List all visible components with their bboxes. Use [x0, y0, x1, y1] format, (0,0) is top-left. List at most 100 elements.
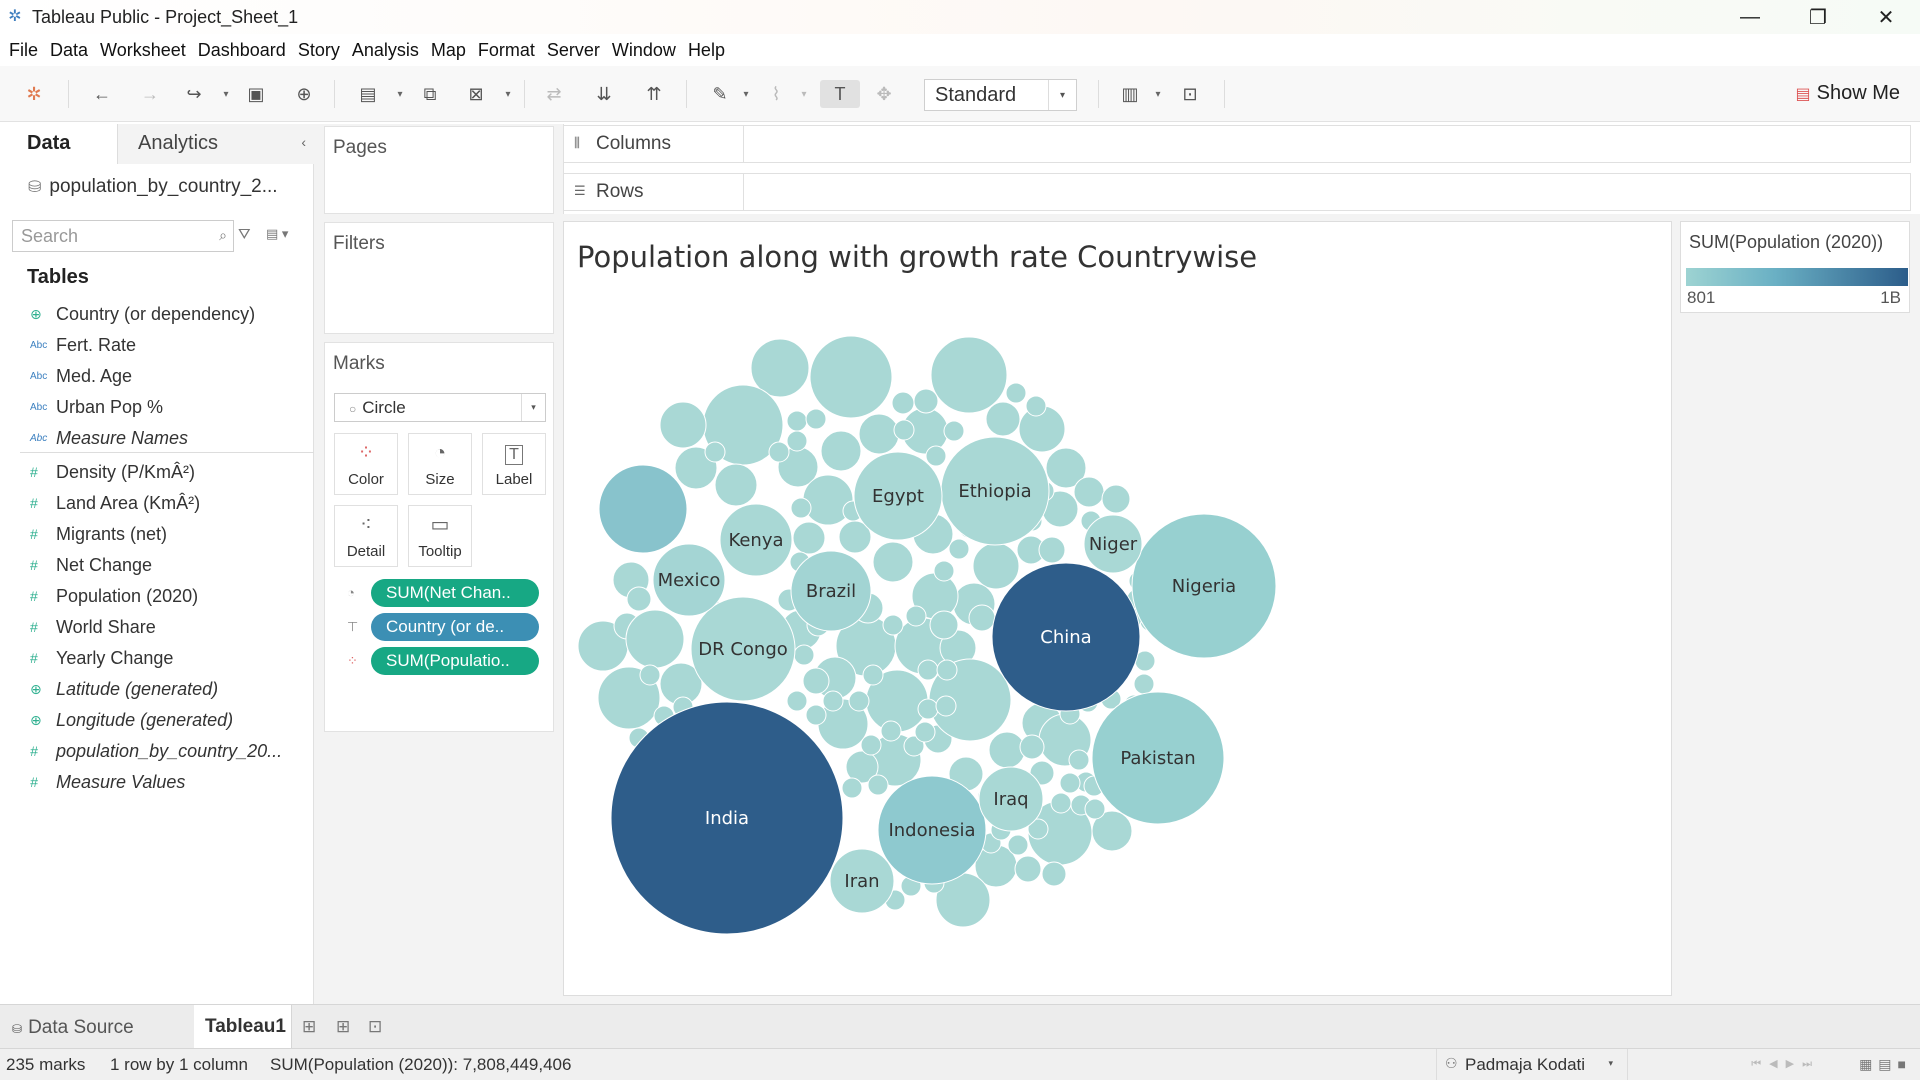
bubble-mark[interactable]	[858, 413, 900, 455]
bubble-mark[interactable]	[913, 388, 939, 414]
color-button[interactable]: ⁘ Color	[334, 433, 398, 495]
bubble-mark[interactable]	[820, 430, 862, 472]
bubble-mark[interactable]	[805, 704, 827, 726]
show-me-button[interactable]: ▤ Show Me	[1796, 82, 1901, 105]
bubble-mark[interactable]	[786, 430, 808, 452]
detail-button[interactable]: ⁖ Detail	[334, 505, 398, 567]
bubble-mark[interactable]	[929, 610, 959, 640]
new-dashboard-icon[interactable]: ⊞	[336, 1017, 351, 1036]
highlight-icon[interactable]: ✎	[712, 83, 728, 104]
bubble-mark-mexico[interactable]	[652, 543, 726, 617]
bubble-mark[interactable]	[768, 441, 790, 463]
field-item[interactable]: # population_by_country_20...	[30, 739, 282, 763]
bubble-mark[interactable]	[1007, 834, 1029, 856]
bubble-mark[interactable]	[809, 335, 893, 419]
sheet-tab[interactable]: Tableau1	[194, 1005, 292, 1049]
close-button[interactable]: ✕	[1877, 6, 1895, 29]
bubble-mark[interactable]	[917, 698, 939, 720]
tab-analytics[interactable]: Analytics	[118, 124, 314, 164]
chevron-down-icon[interactable]: ▾	[801, 88, 807, 100]
label-pill[interactable]: Country (or de..	[371, 613, 539, 641]
fit-dropdown[interactable]: Standard ▾	[924, 79, 1077, 111]
sort-descending-icon[interactable]: ⇈	[646, 83, 662, 104]
menu-dashboard[interactable]: Dashboard	[197, 39, 286, 60]
bubble-mark[interactable]	[805, 408, 827, 430]
bubble-mark[interactable]	[891, 391, 915, 415]
bubble-mark[interactable]	[882, 614, 904, 636]
menu-analysis[interactable]: Analysis	[351, 39, 419, 60]
bubble-mark[interactable]	[841, 777, 863, 799]
bubble-mark[interactable]	[1133, 673, 1155, 695]
bubble-mark[interactable]	[1045, 447, 1087, 489]
bubble-mark-egypt[interactable]	[853, 451, 943, 541]
field-item[interactable]: # Land Area (KmÂ²)	[30, 491, 200, 515]
collapse-pane-icon[interactable]: ‹	[301, 134, 306, 150]
new-story-icon[interactable]: ⊡	[368, 1017, 383, 1036]
bubble-mark[interactable]	[626, 586, 652, 612]
sheet-navigation-icon[interactable]: ⏮◀▶⏭	[1751, 1058, 1820, 1070]
field-item[interactable]: # Density (P/KmÂ²)	[30, 460, 195, 484]
bubble-mark-brazil[interactable]	[790, 550, 872, 632]
new-data-source-icon[interactable]: ⊕	[296, 83, 312, 104]
bubble-mark-nigeria[interactable]	[1131, 513, 1277, 659]
rows-shelf[interactable]: ☰ Rows	[563, 173, 1911, 211]
bubble-mark-kenya[interactable]	[719, 503, 793, 577]
bubble-mark[interactable]	[786, 410, 808, 432]
bubble-mark[interactable]	[1068, 749, 1090, 771]
new-worksheet-icon[interactable]: ▤	[359, 83, 377, 104]
bubble-mark[interactable]	[917, 659, 939, 681]
bubble-mark[interactable]	[860, 734, 882, 756]
bubble-mark[interactable]	[659, 401, 707, 449]
minimize-button[interactable]: —	[1740, 5, 1760, 28]
tooltip-button[interactable]: ▭ Tooltip	[408, 505, 472, 567]
bubble-mark[interactable]	[598, 464, 688, 554]
bubble-mark-niger[interactable]	[1083, 514, 1143, 574]
undo-icon[interactable]: ←	[93, 83, 111, 104]
columns-shelf[interactable]: ⫼ Columns	[563, 125, 1911, 163]
bubble-mark[interactable]	[936, 659, 958, 681]
bubble-mark[interactable]	[793, 644, 815, 666]
bubble-mark[interactable]	[872, 541, 914, 583]
field-item[interactable]: Abc Urban Pop %	[30, 395, 163, 419]
bubble-mark[interactable]	[925, 445, 947, 467]
chevron-down-icon[interactable]: ▾	[397, 88, 403, 100]
bubble-mark[interactable]	[880, 720, 902, 742]
bubble-mark-dr-congo[interactable]	[690, 596, 796, 702]
menu-worksheet[interactable]: Worksheet	[100, 39, 186, 60]
bubble-mark[interactable]	[1019, 734, 1045, 760]
field-item[interactable]: Abc Fert. Rate	[30, 333, 136, 357]
restore-button[interactable]: ❐	[1809, 6, 1827, 29]
bubble-mark[interactable]	[822, 690, 844, 712]
view-toggle-icon[interactable]: ▦▤■	[1859, 1056, 1912, 1072]
field-item[interactable]: Abc Measure Names	[30, 426, 188, 450]
chevron-down-icon[interactable]: ▾	[505, 88, 511, 100]
bubble-mark[interactable]	[1050, 792, 1072, 814]
bubble-mark[interactable]	[1091, 810, 1133, 852]
filters-card[interactable]: Filters	[324, 222, 554, 334]
bubble-mark[interactable]	[1059, 772, 1081, 794]
filter-icon[interactable]: ⛛	[238, 226, 251, 243]
bubble-mark-china[interactable]	[991, 562, 1141, 712]
menu-server[interactable]: Server	[546, 39, 600, 60]
menu-file[interactable]: File	[9, 39, 39, 60]
field-item[interactable]: ⊕ Latitude (generated)	[30, 677, 218, 701]
bubble-mark[interactable]	[933, 560, 955, 582]
mark-type-dropdown[interactable]: ○ Circle ▾	[334, 393, 546, 422]
tab-data[interactable]: Data	[0, 124, 118, 164]
bubble-mark[interactable]	[1038, 536, 1066, 564]
save-icon[interactable]: ▣	[247, 83, 265, 104]
size-pill[interactable]: SUM(Net Chan..	[371, 579, 539, 607]
chevron-down-icon[interactable]: ▾	[743, 88, 749, 100]
show-mark-labels-icon[interactable]: T	[820, 80, 860, 108]
user-menu[interactable]: ⚇ Padmaja Kodati ▾	[1436, 1049, 1628, 1080]
clear-sheet-icon[interactable]: ⊠	[468, 83, 484, 104]
field-item[interactable]: # Migrants (net)	[30, 522, 167, 546]
bubble-mark[interactable]	[1027, 818, 1049, 840]
label-button[interactable]: T Label	[482, 433, 546, 495]
search-input[interactable]: Search ⌕	[12, 220, 234, 252]
field-item[interactable]: ⊕ Longitude (generated)	[30, 708, 233, 732]
bubble-mark[interactable]	[704, 441, 726, 463]
bubble-mark[interactable]	[988, 731, 1026, 769]
field-item[interactable]: # Yearly Change	[30, 646, 173, 670]
bubble-mark[interactable]	[1025, 395, 1047, 417]
